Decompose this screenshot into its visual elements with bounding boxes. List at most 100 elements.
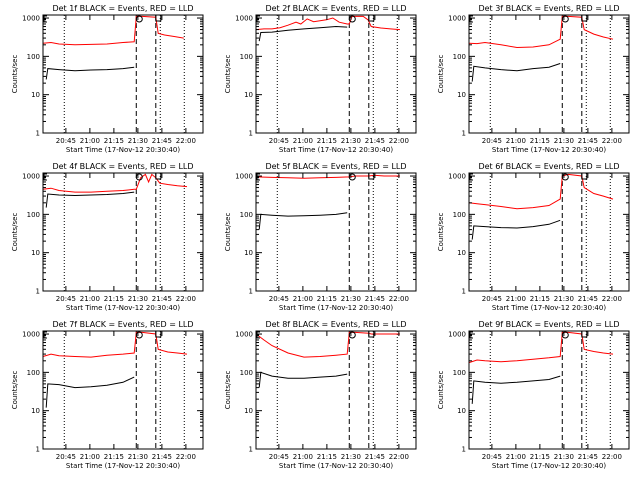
x-tick-label: 20:45 bbox=[482, 137, 502, 145]
x-tick-label: 22:00 bbox=[602, 137, 622, 145]
panel-3: Det 3f BLACK = Events, RED = LLD 1 10 100 10… bbox=[437, 4, 630, 154]
y-tick-label: 1 bbox=[36, 130, 40, 138]
panel-title: Det 9f BLACK = Events, RED = LLD bbox=[478, 320, 619, 329]
lld-series-line bbox=[468, 331, 614, 364]
events-series-line bbox=[45, 191, 135, 208]
x-tick-label: 21:45 bbox=[578, 295, 598, 303]
panel-7: Det 7f BLACK = Events, RED = LLD 1 10 100 10… bbox=[11, 320, 204, 470]
y-axis-label: Counts/sec bbox=[11, 213, 19, 252]
y-axis-label: Counts/sec bbox=[224, 371, 232, 410]
y-tick-label: 100 bbox=[453, 369, 466, 377]
y-tick-label: 1000 bbox=[235, 15, 253, 23]
saa-symbol-icon bbox=[348, 15, 356, 23]
y-axis-label: Counts/sec bbox=[11, 55, 19, 94]
panel-title: Det 5f BLACK = Events, RED = LLD bbox=[265, 162, 406, 171]
x-axis-label: Start Time (17-Nov-12 20:30:40) bbox=[66, 462, 180, 470]
events-series-line bbox=[471, 375, 561, 404]
x-axis-label: Start Time (17-Nov-12 20:30:40) bbox=[279, 304, 393, 312]
x-tick-label: 20:45 bbox=[269, 137, 289, 145]
plot-frame bbox=[468, 14, 630, 134]
x-tick-label: 21:30 bbox=[341, 453, 361, 461]
lld-series-line bbox=[42, 15, 184, 46]
x-tick-label: 21:15 bbox=[317, 137, 337, 145]
saa-symbol-icon bbox=[135, 15, 143, 23]
y-tick-label: 1000 bbox=[448, 173, 466, 181]
saa-symbol-icon bbox=[348, 173, 356, 181]
x-tick-label: 21:00 bbox=[293, 453, 313, 461]
panel-title: Det 8f BLACK = Events, RED = LLD bbox=[265, 320, 406, 329]
x-tick-label: 20:45 bbox=[56, 295, 76, 303]
panel-1: Det 1f BLACK = Events, RED = LLD 1 10 100 10… bbox=[11, 4, 204, 154]
y-tick-label: 100 bbox=[453, 211, 466, 219]
x-tick-label: 21:45 bbox=[365, 453, 385, 461]
x-tick-label: 22:00 bbox=[389, 295, 409, 303]
x-axis-label: Start Time (17-Nov-12 20:30:40) bbox=[492, 462, 606, 470]
y-axis-label: Counts/sec bbox=[224, 213, 232, 252]
x-tick-label: 22:00 bbox=[389, 137, 409, 145]
y-tick-label: 10 bbox=[244, 407, 253, 415]
y-tick-label: 1000 bbox=[448, 15, 466, 23]
y-tick-label: 100 bbox=[27, 211, 40, 219]
x-tick-label: 21:45 bbox=[578, 137, 598, 145]
plot-frame bbox=[42, 172, 204, 292]
x-tick-label: 21:00 bbox=[80, 137, 100, 145]
events-series-line bbox=[471, 63, 561, 82]
events-series-line bbox=[471, 219, 561, 240]
events-series-line bbox=[45, 66, 135, 80]
x-tick-label: 22:00 bbox=[176, 295, 196, 303]
plot-frame bbox=[255, 172, 417, 292]
panel-title: Det 4f BLACK = Events, RED = LLD bbox=[52, 162, 193, 171]
x-tick-label: 21:45 bbox=[365, 295, 385, 303]
e-symbol-icon bbox=[256, 15, 260, 23]
y-tick-label: 100 bbox=[453, 53, 466, 61]
y-tick-label: 1000 bbox=[235, 173, 253, 181]
saa-symbol-icon bbox=[561, 173, 569, 181]
x-axis-label: Start Time (17-Nov-12 20:30:40) bbox=[66, 146, 180, 154]
x-tick-label: 21:15 bbox=[104, 137, 124, 145]
panel-title: Det 2f BLACK = Events, RED = LLD bbox=[265, 4, 406, 13]
y-tick-label: 100 bbox=[27, 53, 40, 61]
panel-title: Det 7f BLACK = Events, RED = LLD bbox=[52, 320, 193, 329]
x-tick-label: 21:45 bbox=[152, 295, 172, 303]
panel-title: Det 3f BLACK = Events, RED = LLD bbox=[478, 4, 619, 13]
x-tick-label: 21:00 bbox=[80, 295, 100, 303]
events-series-line bbox=[258, 25, 348, 42]
lld-series-line bbox=[255, 15, 401, 31]
y-tick-label: 1000 bbox=[22, 173, 40, 181]
lld-series-line bbox=[468, 173, 614, 210]
y-axis-label: Counts/sec bbox=[11, 371, 19, 410]
y-tick-label: 1 bbox=[249, 130, 253, 138]
events-series-line bbox=[258, 212, 348, 230]
plot-frame bbox=[468, 330, 630, 450]
y-tick-label: 1 bbox=[249, 288, 253, 296]
x-tick-label: 21:00 bbox=[506, 137, 526, 145]
saa-symbol-icon bbox=[135, 331, 143, 339]
x-tick-label: 21:00 bbox=[80, 453, 100, 461]
x-tick-label: 21:30 bbox=[128, 295, 148, 303]
x-tick-label: 20:45 bbox=[269, 295, 289, 303]
panel-title: Det 6f BLACK = Events, RED = LLD bbox=[478, 162, 619, 171]
y-tick-label: 1 bbox=[462, 130, 466, 138]
y-tick-label: 100 bbox=[240, 53, 253, 61]
y-axis-label: Counts/sec bbox=[437, 213, 445, 252]
x-tick-label: 21:45 bbox=[152, 137, 172, 145]
y-tick-label: 1 bbox=[249, 446, 253, 454]
x-tick-label: 20:45 bbox=[56, 453, 76, 461]
y-tick-label: 10 bbox=[31, 91, 40, 99]
e-symbol-icon bbox=[43, 331, 47, 339]
e-symbol-icon bbox=[469, 331, 473, 339]
lld-series-line bbox=[255, 331, 400, 358]
x-tick-label: 21:15 bbox=[104, 453, 124, 461]
x-tick-label: 21:15 bbox=[317, 295, 337, 303]
x-tick-label: 20:45 bbox=[482, 453, 502, 461]
x-axis-label: Start Time (17-Nov-12 20:30:40) bbox=[492, 146, 606, 154]
events-series-line bbox=[45, 376, 135, 408]
x-tick-label: 21:15 bbox=[317, 453, 337, 461]
x-tick-label: 22:00 bbox=[176, 137, 196, 145]
x-tick-label: 21:00 bbox=[293, 295, 313, 303]
x-tick-label: 21:00 bbox=[506, 295, 526, 303]
panel-6: Det 6f BLACK = Events, RED = LLD 1 10 100 10… bbox=[437, 162, 630, 312]
y-axis-label: Counts/sec bbox=[437, 55, 445, 94]
y-tick-label: 1 bbox=[36, 288, 40, 296]
y-tick-label: 1 bbox=[462, 288, 466, 296]
